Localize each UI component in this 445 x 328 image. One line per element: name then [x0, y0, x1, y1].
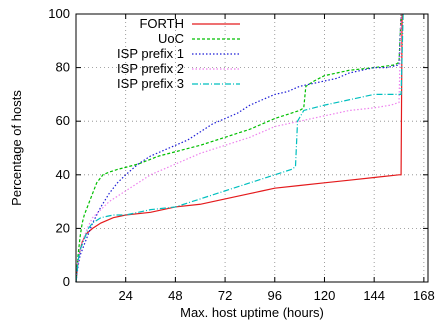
x-tick-label: 144 — [363, 288, 385, 303]
y-tick-label: 40 — [56, 167, 70, 182]
y-tick-label: 0 — [63, 274, 70, 289]
series-line-2 — [75, 13, 402, 283]
x-tick-label: 24 — [118, 288, 132, 303]
x-axis-label: Max. host uptime (hours) — [180, 305, 324, 320]
x-tick-label: 48 — [168, 288, 182, 303]
x-tick-label: 72 — [218, 288, 232, 303]
series-line-5 — [75, 13, 404, 283]
y-axis-label: Percentage of hosts — [9, 90, 24, 206]
y-tick-label: 60 — [56, 113, 70, 128]
x-tick-label: 120 — [314, 288, 336, 303]
y-tick-label: 20 — [56, 220, 70, 235]
x-tick-label: 96 — [268, 288, 282, 303]
y-tick-label: 80 — [56, 60, 70, 75]
legend-label: ISP prefix 3 — [117, 76, 184, 91]
legend-label: UoC — [158, 31, 184, 46]
x-tick-label: 168 — [413, 288, 435, 303]
plot-frame — [75, 13, 429, 283]
legend-label: ISP prefix 2 — [117, 61, 184, 76]
grid — [76, 14, 428, 282]
y-tick-label: 100 — [48, 6, 70, 21]
series-lines — [75, 13, 404, 283]
legend-label: ISP prefix 1 — [117, 46, 184, 61]
series-line-3 — [75, 13, 402, 283]
legend-label: FORTH — [139, 16, 184, 31]
axis-ticks: 0 20 40 60 80 100 24 48 72 96 120 144 168 — [48, 6, 434, 303]
series-line-4 — [75, 13, 402, 283]
